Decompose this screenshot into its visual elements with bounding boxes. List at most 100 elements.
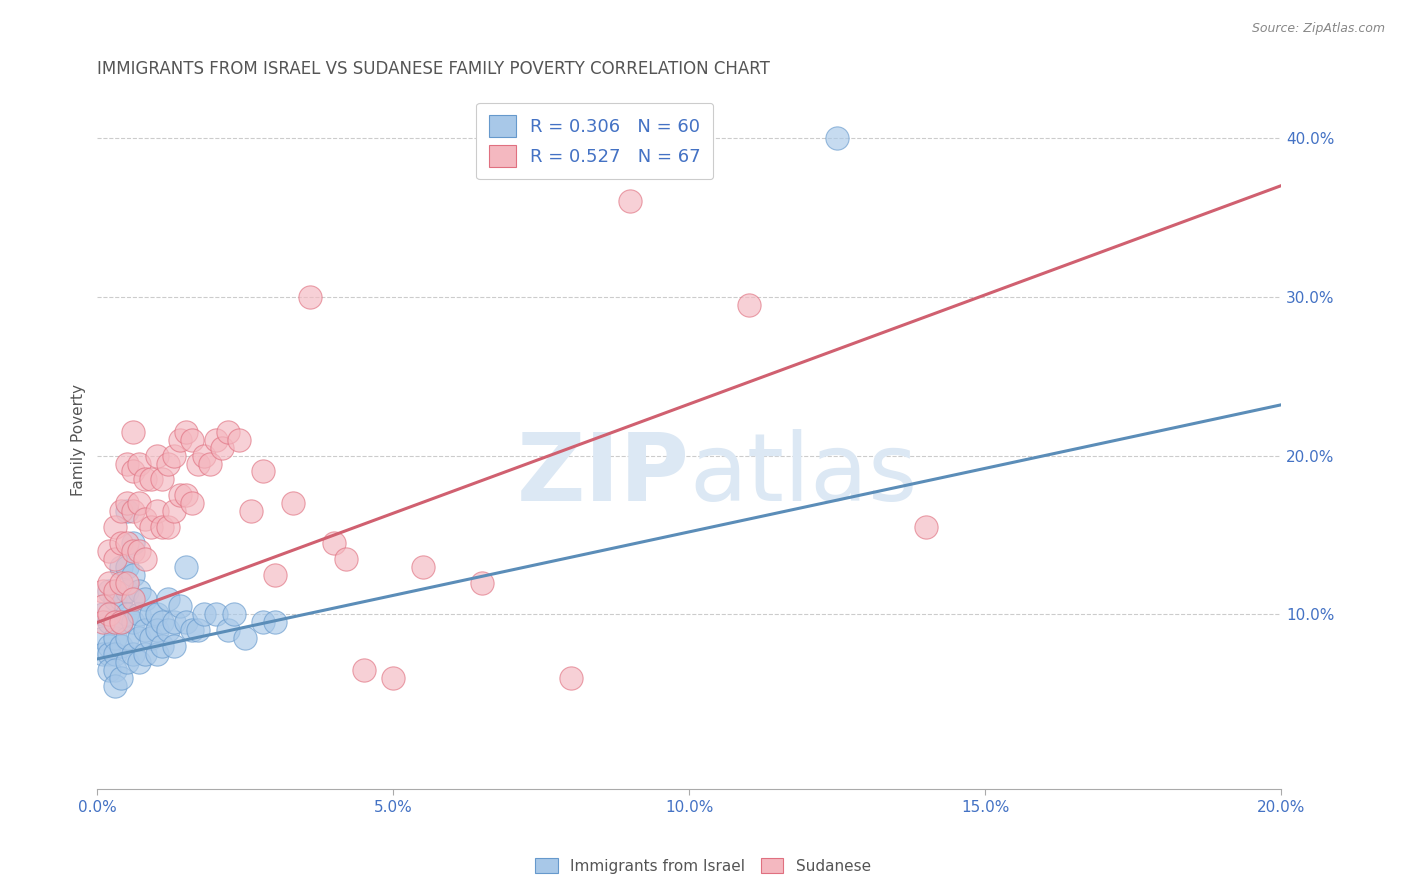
Point	[139, 632, 162, 646]
Point	[145, 449, 167, 463]
Point	[115, 536, 138, 550]
Point	[122, 647, 145, 661]
Point	[169, 433, 191, 447]
Point	[110, 591, 132, 606]
Point	[157, 457, 180, 471]
Point	[174, 425, 197, 439]
Point	[169, 488, 191, 502]
Point	[412, 559, 434, 574]
Point	[281, 496, 304, 510]
Point	[152, 520, 174, 534]
Point	[110, 671, 132, 685]
Point	[235, 632, 257, 646]
Point	[128, 544, 150, 558]
Point	[128, 632, 150, 646]
Point	[145, 624, 167, 638]
Point	[145, 647, 167, 661]
Point	[181, 624, 204, 638]
Point	[110, 615, 132, 630]
Point	[217, 425, 239, 439]
Point	[122, 465, 145, 479]
Point	[915, 520, 938, 534]
Point	[110, 575, 132, 590]
Point	[91, 647, 114, 661]
Point	[204, 433, 226, 447]
Point	[98, 615, 121, 630]
Point	[122, 425, 145, 439]
Point	[382, 671, 405, 685]
Point	[240, 504, 263, 518]
Legend: Immigrants from Israel, Sudanese: Immigrants from Israel, Sudanese	[529, 852, 877, 880]
Point	[560, 671, 582, 685]
Point	[115, 583, 138, 598]
Point	[211, 441, 233, 455]
Point	[198, 457, 221, 471]
Point	[104, 520, 127, 534]
Point	[122, 536, 145, 550]
Point	[193, 607, 215, 622]
Point	[128, 655, 150, 669]
Point	[217, 624, 239, 638]
Y-axis label: Family Poverty: Family Poverty	[72, 384, 86, 496]
Point	[115, 504, 138, 518]
Point	[110, 639, 132, 653]
Point	[174, 488, 197, 502]
Point	[252, 465, 274, 479]
Point	[98, 607, 121, 622]
Point	[110, 536, 132, 550]
Text: atlas: atlas	[689, 429, 918, 521]
Point	[181, 496, 204, 510]
Point	[91, 607, 114, 622]
Text: ZIP: ZIP	[516, 429, 689, 521]
Point	[98, 583, 121, 598]
Point	[91, 583, 114, 598]
Text: Source: ZipAtlas.com: Source: ZipAtlas.com	[1251, 22, 1385, 36]
Point	[134, 512, 156, 526]
Point	[145, 607, 167, 622]
Point	[104, 583, 127, 598]
Point	[98, 647, 121, 661]
Point	[619, 194, 641, 209]
Point	[128, 496, 150, 510]
Point	[134, 647, 156, 661]
Point	[122, 615, 145, 630]
Point	[264, 567, 287, 582]
Point	[104, 615, 127, 630]
Point	[98, 575, 121, 590]
Point	[104, 647, 127, 661]
Point	[128, 607, 150, 622]
Point	[827, 131, 849, 145]
Point	[115, 496, 138, 510]
Point	[174, 615, 197, 630]
Point	[122, 544, 145, 558]
Point	[110, 559, 132, 574]
Point	[134, 591, 156, 606]
Point	[222, 607, 245, 622]
Point	[139, 472, 162, 486]
Point	[187, 457, 209, 471]
Point	[145, 504, 167, 518]
Point	[104, 591, 127, 606]
Point	[204, 607, 226, 622]
Point	[115, 457, 138, 471]
Point	[152, 615, 174, 630]
Point	[91, 632, 114, 646]
Point	[104, 615, 127, 630]
Point	[134, 624, 156, 638]
Point	[163, 639, 186, 653]
Point	[139, 607, 162, 622]
Point	[181, 433, 204, 447]
Point	[152, 472, 174, 486]
Point	[134, 472, 156, 486]
Point	[122, 591, 145, 606]
Point	[353, 663, 375, 677]
Point	[91, 615, 114, 630]
Point	[110, 615, 132, 630]
Point	[157, 624, 180, 638]
Point	[152, 639, 174, 653]
Point	[104, 551, 127, 566]
Point	[323, 536, 346, 550]
Point	[115, 607, 138, 622]
Point	[193, 449, 215, 463]
Point	[104, 679, 127, 693]
